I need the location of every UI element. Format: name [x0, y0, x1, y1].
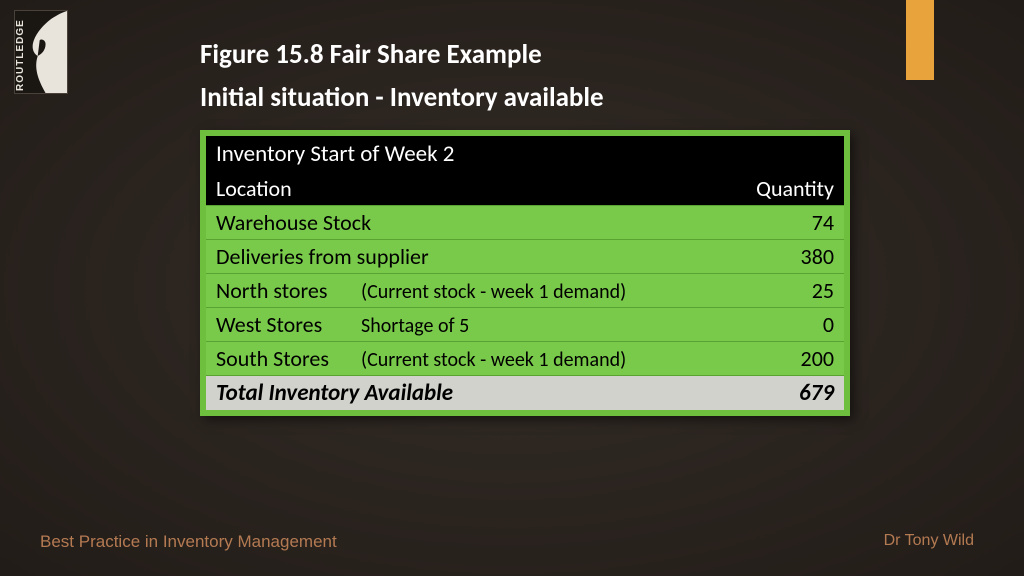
- cell-quantity: 0: [734, 308, 844, 342]
- inventory-table-frame: Inventory Start of Week 2 Location Quant…: [200, 130, 850, 416]
- col-quantity: Quantity: [734, 171, 844, 206]
- accent-bar: [906, 0, 934, 80]
- total-label: Total Inventory Available: [206, 376, 734, 411]
- cell-location: Warehouse Stock: [206, 206, 734, 240]
- footer-left: Best Practice in Inventory Management: [40, 532, 337, 552]
- logo-face-icon: [28, 11, 67, 93]
- cell-note: (Current stock - week 1 demand): [351, 342, 734, 376]
- table-row: Deliveries from supplier 380: [206, 240, 844, 274]
- total-value: 679: [734, 376, 844, 411]
- publisher-logo: ROUTLEDGE: [14, 10, 68, 94]
- footer-right: Dr Tony Wild: [884, 532, 974, 550]
- cell-note: Shortage of 5: [351, 308, 734, 342]
- cell-quantity: 25: [734, 274, 844, 308]
- cell-quantity: 74: [734, 206, 844, 240]
- col-location: Location: [206, 171, 734, 206]
- title-block: Figure 15.8 Fair Share Example Initial s…: [200, 38, 604, 114]
- publisher-name: ROUTLEDGE: [15, 11, 28, 93]
- table-row: North stores (Current stock - week 1 dem…: [206, 274, 844, 308]
- cell-quantity: 380: [734, 240, 844, 274]
- table-row: West Stores Shortage of 5 0: [206, 308, 844, 342]
- cell-location: West Stores: [206, 308, 351, 342]
- cell-note: (Current stock - week 1 demand): [351, 274, 734, 308]
- cell-quantity: 200: [734, 342, 844, 376]
- figure-subtitle: Initial situation - Inventory available: [200, 81, 604, 114]
- cell-location: South Stores: [206, 342, 351, 376]
- table-row: Warehouse Stock 74: [206, 206, 844, 240]
- cell-location: Deliveries from supplier: [206, 240, 734, 274]
- table-total-row: Total Inventory Available 679: [206, 376, 844, 411]
- figure-title: Figure 15.8 Fair Share Example: [200, 38, 604, 71]
- inventory-table: Inventory Start of Week 2 Location Quant…: [206, 136, 844, 410]
- table-row: South Stores (Current stock - week 1 dem…: [206, 342, 844, 376]
- cell-location: North stores: [206, 274, 351, 308]
- table-header-title: Inventory Start of Week 2: [206, 136, 844, 171]
